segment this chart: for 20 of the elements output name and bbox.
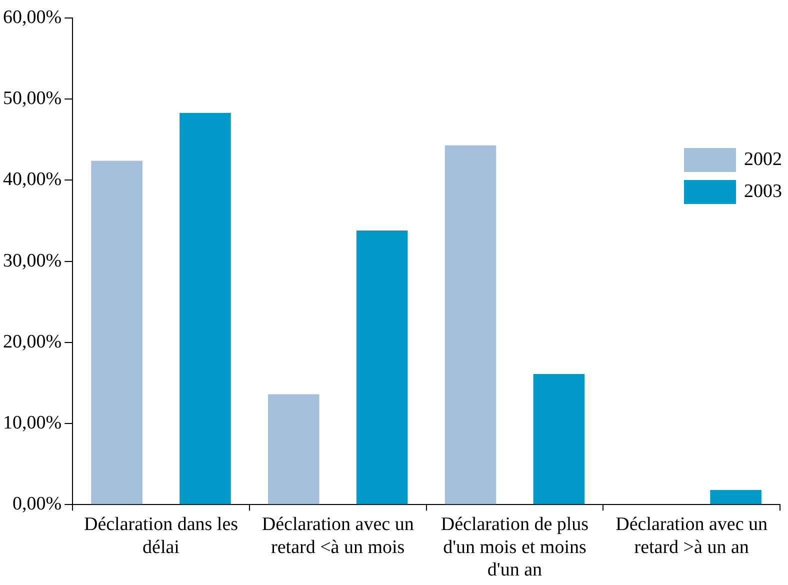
y-tick-label: 40,00%: [3, 169, 62, 190]
y-tick-label: 10,00%: [3, 412, 62, 434]
bar: [91, 160, 142, 504]
y-tick-label: 20,00%: [3, 331, 62, 352]
bar: [268, 394, 320, 504]
legend-label: 2002: [744, 149, 782, 171]
x-tick-label: Déclaration avec un retard <à un mois: [262, 514, 414, 558]
bar: [356, 230, 408, 504]
x-tick-label: Déclaration de plus d'un mois et moins d'un an: [440, 514, 589, 581]
y-tick-label: 50,00%: [3, 88, 62, 110]
y-tick-label: 60,00%: [3, 6, 62, 28]
bar: [444, 145, 496, 504]
y-tick-label: 0,00%: [12, 494, 62, 515]
bar: [533, 374, 585, 504]
y-tick-label: 30,00%: [3, 250, 62, 272]
bar: [180, 112, 231, 504]
x-tick-label: Déclaration avec un retard >à un an: [616, 514, 768, 558]
x-tick-label: Déclaration dans les délai: [84, 514, 238, 558]
legend-label: 2003: [744, 181, 782, 203]
bar: [710, 490, 762, 504]
